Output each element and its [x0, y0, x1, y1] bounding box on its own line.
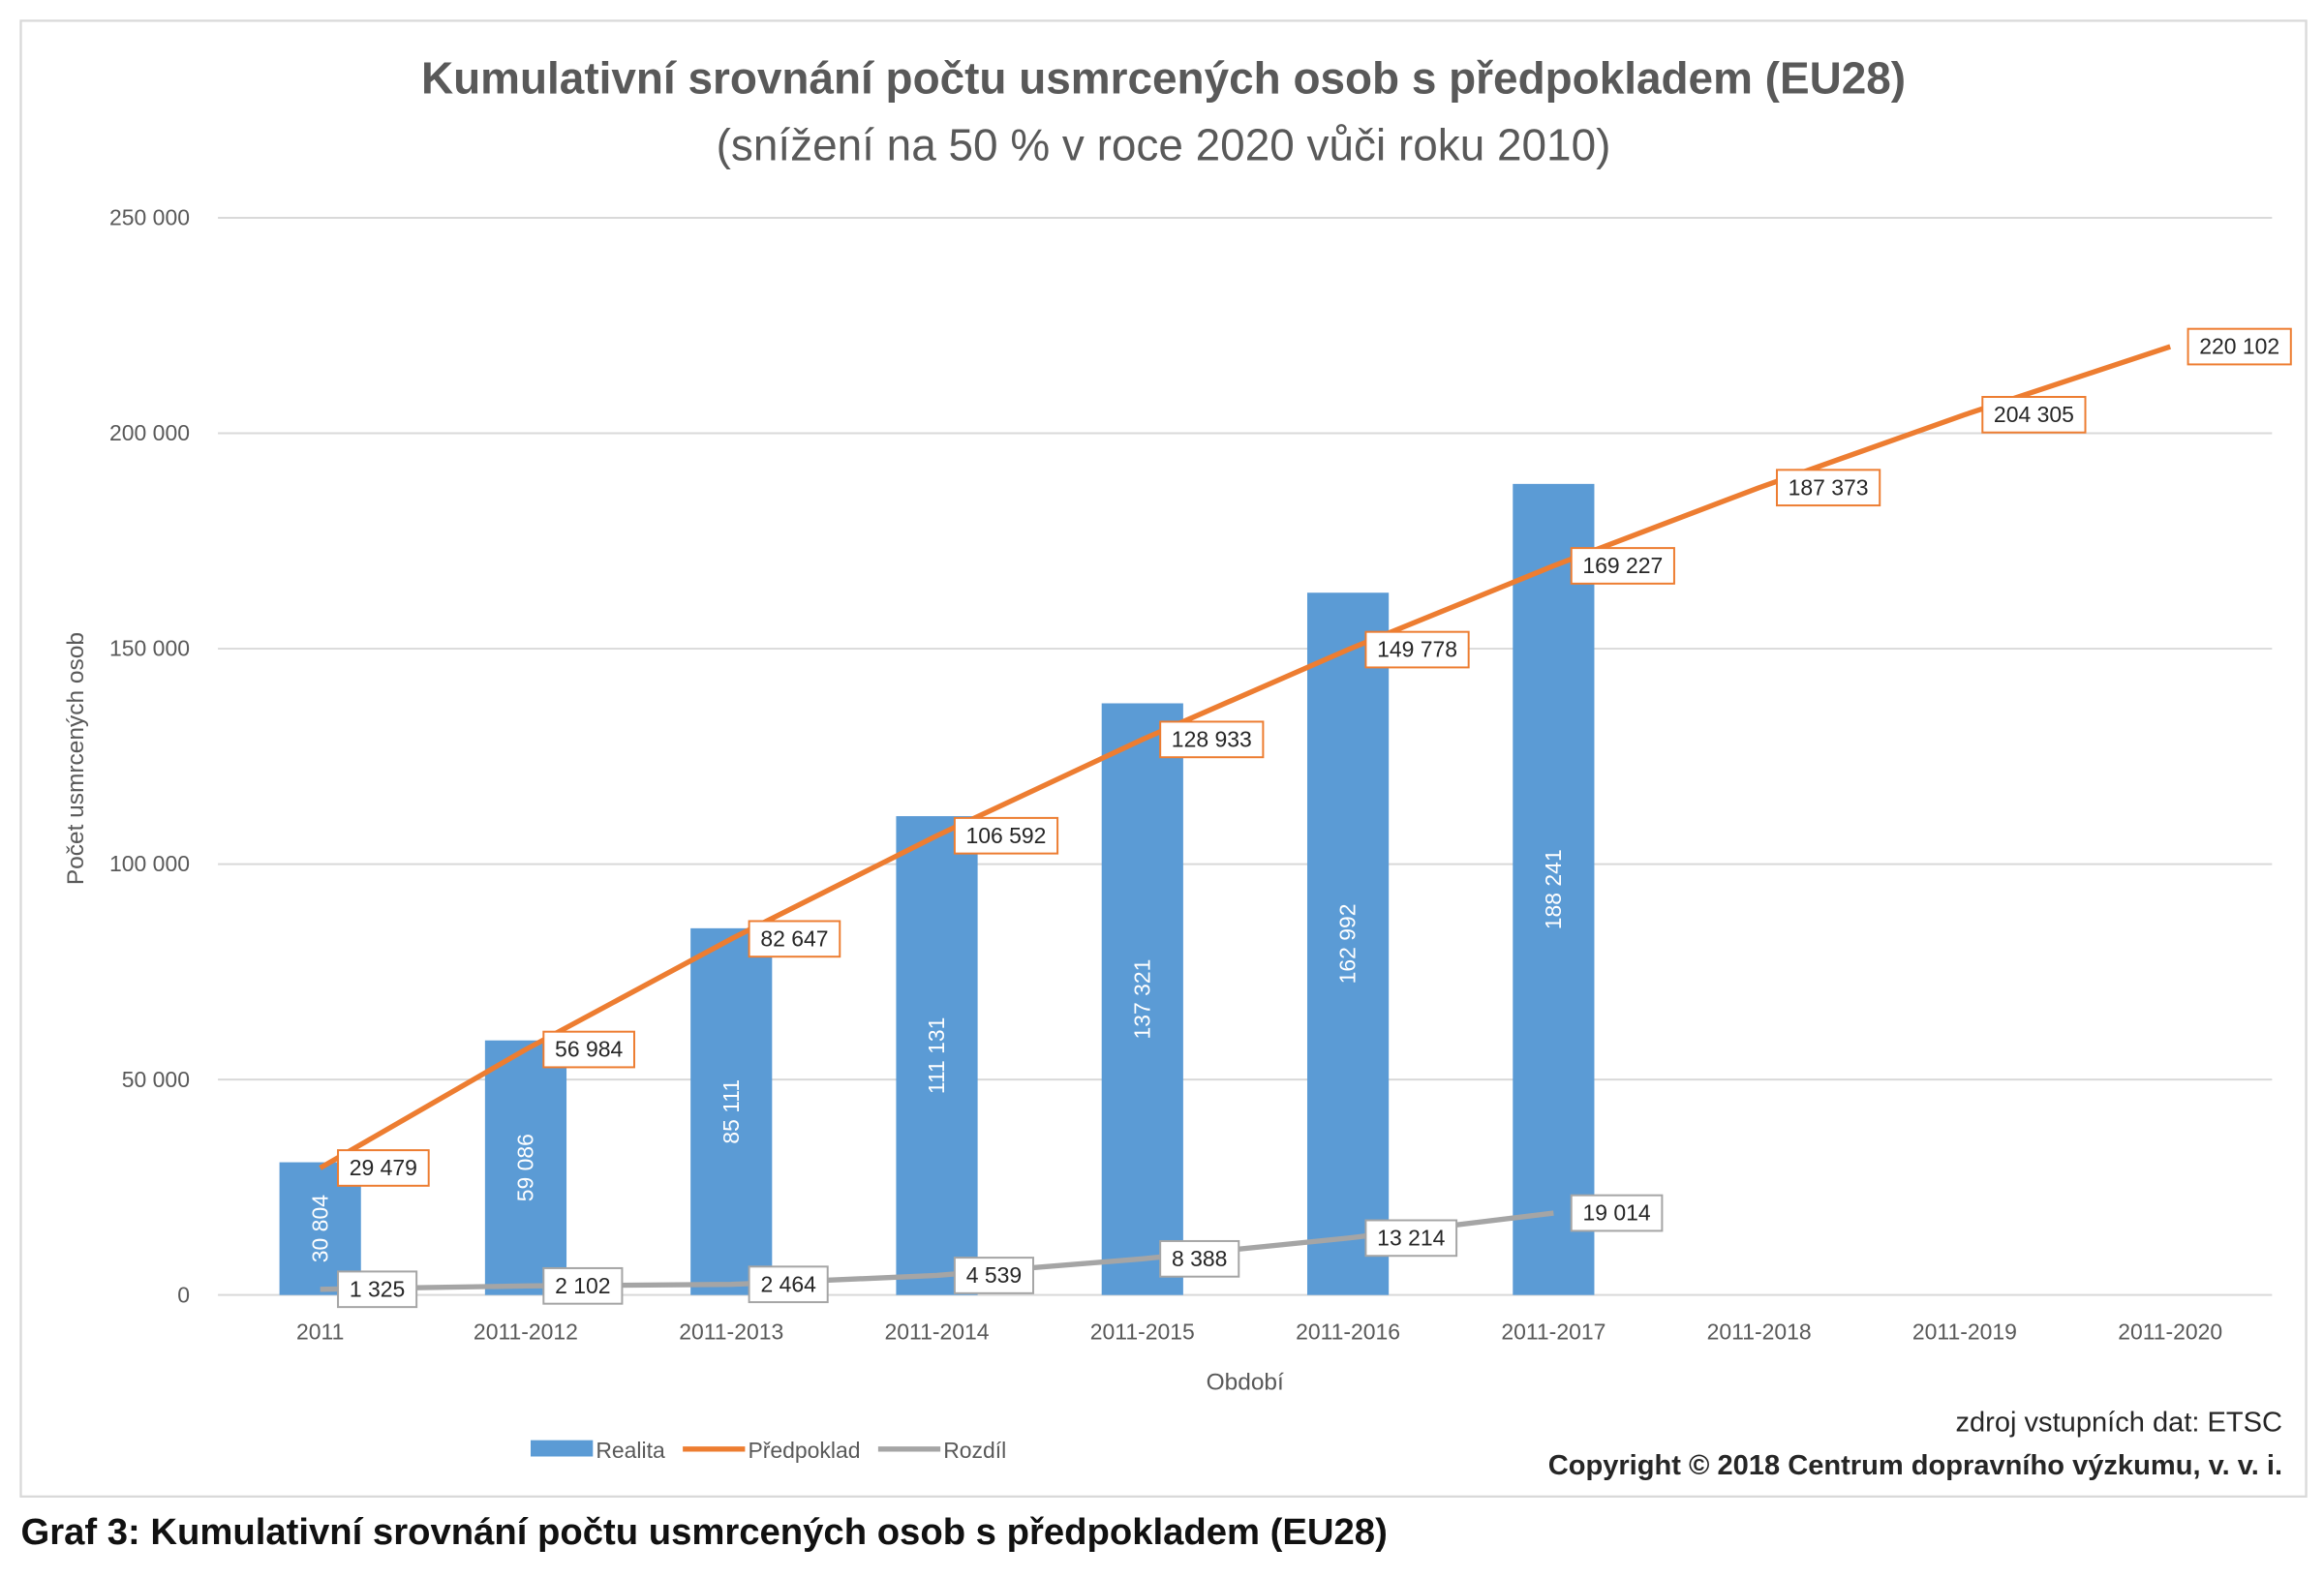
data-label-box	[337, 1149, 430, 1187]
bar-realita	[1513, 483, 1595, 1295]
data-label: 1 325	[350, 1276, 405, 1301]
x-tick-label: 2011-2017	[1501, 1320, 1605, 1345]
lines	[319, 344, 2172, 1292]
bar-value-label: 111 131	[924, 1017, 949, 1095]
line-rozdil	[320, 1210, 1554, 1292]
bar-value-label: 85 111	[719, 1079, 744, 1144]
x-axis-label: Období	[1207, 1370, 1284, 1396]
x-tick-label: 2011-2013	[679, 1320, 783, 1345]
bar-realita	[690, 927, 773, 1295]
data-label-box	[1776, 469, 1881, 507]
data-label: 2 102	[555, 1273, 610, 1298]
data-label-box	[953, 816, 1059, 855]
bar-realita	[484, 1040, 567, 1295]
x-tick-label: 2011-2020	[2118, 1320, 2222, 1345]
data-label: 82 647	[760, 926, 828, 951]
y-axis-label: Počet usmrcených osob	[63, 632, 89, 885]
source-note: zdroj vstupních dat: ETSC	[1955, 1407, 2282, 1438]
data-label: 169 227	[1582, 553, 1663, 578]
data-label: 220 102	[2199, 334, 2279, 359]
y-tick-label: 200 000	[109, 420, 190, 445]
data-label-box	[1364, 1219, 1458, 1258]
line-predpoklad	[319, 344, 2172, 1170]
x-tick-label: 2011-2019	[1912, 1320, 2017, 1345]
bar-realita	[1101, 703, 1183, 1295]
figure-caption: Graf 3: Kumulativní srovnání počtu usmrc…	[21, 1511, 1388, 1553]
data-label-box	[1981, 396, 2087, 434]
x-tick-label: 2011	[296, 1320, 344, 1345]
y-tick-label: 0	[177, 1282, 190, 1307]
legend-label: Realita	[596, 1438, 665, 1463]
bar-value-label: 162 992	[1335, 903, 1361, 984]
data-label: 149 778	[1377, 637, 1457, 662]
chart-subtitle: (snížení na 50 % v roce 2020 vůči roku 2…	[717, 119, 1611, 169]
data-label-box	[1159, 1239, 1240, 1278]
data-label: 128 933	[1172, 726, 1252, 751]
x-tick-label: 2011-2012	[474, 1320, 578, 1345]
data-label: 8 388	[1172, 1246, 1227, 1271]
data-label-box	[748, 920, 841, 958]
data-label-box	[542, 1266, 624, 1305]
data-label: 4 539	[966, 1262, 1022, 1288]
data-label-box	[1570, 547, 1675, 585]
data-label: 19 014	[1582, 1200, 1650, 1226]
data-label-box	[337, 1270, 418, 1309]
y-tick-label: 100 000	[109, 851, 190, 876]
x-tick-label: 2011-2016	[1296, 1320, 1400, 1345]
chart-title: Kumulativní srovnání počtu usmrcených os…	[421, 52, 1906, 103]
data-label: 204 305	[1994, 402, 2074, 427]
legend: Realita Předpoklad Rozdíl	[531, 1438, 1006, 1463]
y-axis-ticks: 0 50 000 100 000 150 000 200 000 250 000	[109, 205, 190, 1308]
x-tick-label: 2011-2015	[1090, 1320, 1195, 1345]
legend-label: Rozdíl	[943, 1438, 1006, 1463]
data-label-box	[1159, 720, 1265, 759]
legend-swatch-Realita	[531, 1440, 594, 1457]
x-axis-ticks: 2011 2011-2012 2011-2013 2011-2014 2011-2015…	[296, 1320, 2222, 1345]
bar-realita	[896, 816, 978, 1295]
data-label-box	[748, 1265, 829, 1304]
data-label-box	[1570, 1194, 1664, 1232]
data-label: 13 214	[1377, 1226, 1445, 1251]
bars	[279, 483, 1595, 1295]
data-label: 106 592	[966, 823, 1047, 848]
legend-label: Předpoklad	[748, 1438, 860, 1463]
data-label-box	[953, 1257, 1034, 1294]
data-label-box	[2186, 327, 2292, 366]
x-tick-label: 2011-2018	[1707, 1320, 1812, 1345]
data-labels: 30 804 59 086 85 111 111 131 137 321 162 992 1…	[307, 327, 2292, 1309]
y-tick-label: 250 000	[109, 205, 190, 230]
data-label: 187 373	[1789, 474, 1869, 500]
bar-value-label: 188 241	[1541, 849, 1566, 929]
bar-value-label: 137 321	[1129, 959, 1154, 1040]
data-label-box	[1364, 630, 1470, 669]
x-tick-label: 2011-2014	[885, 1320, 990, 1345]
data-label: 2 464	[760, 1271, 816, 1296]
y-tick-label: 150 000	[109, 636, 190, 661]
data-label: 56 984	[555, 1037, 623, 1062]
data-label: 29 479	[350, 1155, 417, 1180]
copyright-note: Copyright © 2018 Centrum dopravního výzk…	[1548, 1450, 2282, 1481]
bar-value-label: 59 086	[513, 1134, 538, 1201]
y-tick-label: 50 000	[122, 1067, 190, 1092]
bar-value-label: 30 804	[307, 1195, 332, 1262]
data-label-box	[542, 1030, 635, 1069]
bar-realita	[1306, 592, 1390, 1295]
